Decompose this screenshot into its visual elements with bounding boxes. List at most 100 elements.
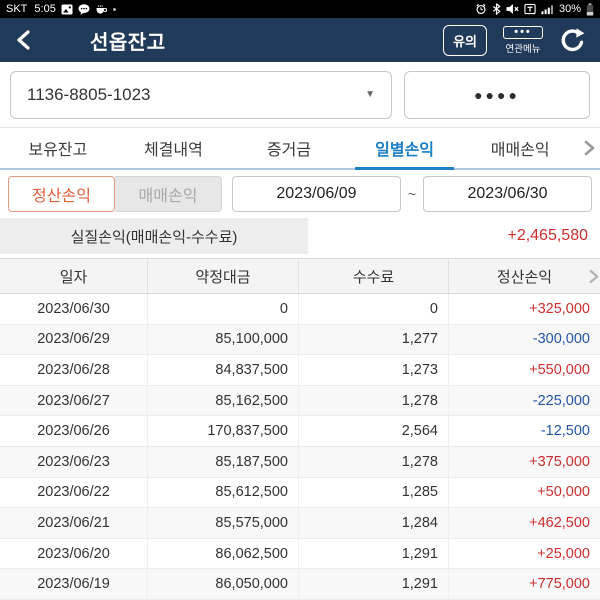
columns-more-button[interactable] (588, 259, 599, 293)
col-header-amount: 약정대금 (147, 259, 298, 293)
related-menu-label: 연관메뉴 (505, 43, 541, 55)
daily-pnl-table: 일자 약정대금 수수료 정산손익 2023/06/30 0 0 +325,000 202… (0, 258, 600, 600)
back-button[interactable] (14, 29, 44, 51)
status-bar: SKT 5:05 (0, 0, 600, 18)
cell-amount: 85,612,500 (147, 477, 298, 508)
range-separator: ~ (407, 186, 417, 202)
cell-fee: 1,278 (298, 446, 448, 477)
cell-date: 2023/06/23 (37, 453, 110, 470)
cell-pnl: -225,000 (448, 385, 600, 416)
refresh-icon (561, 27, 585, 51)
pnl-mode-toggle: 정산손익 매매손익 (8, 176, 222, 212)
tab-2[interactable]: 증거금 (266, 142, 312, 159)
cell-amount: 86,050,000 (147, 569, 298, 599)
cell-fee: 1,277 (298, 324, 448, 355)
table-row[interactable]: 2023/06/30 0 0 +325,000 (0, 294, 600, 325)
ellipsis-icon: ••• (503, 25, 543, 39)
bluetooth-icon (492, 3, 501, 15)
t-roaming-icon (524, 3, 536, 15)
cell-fee: 1,285 (298, 477, 448, 508)
table-row[interactable]: 2023/06/22 85,612,500 1,285 +50,000 (0, 477, 600, 509)
cell-amount: 85,100,000 (147, 324, 298, 355)
mute-icon (506, 3, 519, 15)
cell-pnl: +25,000 (448, 538, 600, 569)
clock-label: 5:05 (34, 3, 56, 15)
tab-1[interactable]: 체결내역 (143, 142, 203, 159)
cell-fee: 1,273 (298, 355, 448, 385)
net-pnl-summary: 실질손익(매매손익-수수료) +2,465,580 (0, 218, 600, 254)
col-header-fee: 수수료 (298, 259, 448, 293)
cell-date: 2023/06/20 (37, 545, 110, 562)
cell-amount: 0 (147, 294, 298, 324)
related-menu-button[interactable]: ••• 연관메뉴 (503, 25, 543, 55)
cell-pnl: +462,500 (448, 508, 600, 538)
cell-pnl: +50,000 (448, 477, 600, 508)
battery-icon (586, 3, 594, 16)
image-notification-icon (61, 4, 73, 15)
chevron-right-icon (584, 140, 595, 156)
date-to-input[interactable]: 2023/06/30 (423, 176, 592, 212)
cell-pnl: -12,500 (448, 416, 600, 446)
cell-date: 2023/06/30 (37, 300, 110, 317)
cell-date: 2023/06/27 (37, 392, 110, 409)
tabs-more-button[interactable] (578, 128, 600, 168)
toggle-trading-pnl[interactable]: 매매손익 (115, 176, 222, 212)
cell-date: 2023/06/28 (37, 361, 110, 378)
account-number: 1136-8805-1023 (27, 84, 151, 104)
cell-pnl: +375,000 (448, 446, 600, 477)
cell-fee: 1,278 (298, 385, 448, 416)
tab-bar: 보유잔고 체결내역 증거금 일별손익 매매손익 (0, 128, 600, 170)
cell-date: 2023/06/26 (37, 423, 110, 440)
net-pnl-label: 실질손익(매매손익-수수료) (0, 218, 308, 254)
table-row[interactable]: 2023/06/20 86,062,500 1,291 +25,000 (0, 538, 600, 570)
chevron-down-icon: ▼ (365, 89, 375, 100)
cell-pnl: +325,000 (448, 294, 600, 324)
table-row[interactable]: 2023/06/28 84,837,500 1,273 +550,000 (0, 355, 600, 386)
cell-amount: 85,187,500 (147, 446, 298, 477)
cell-date: 2023/06/21 (37, 514, 110, 531)
password-field[interactable]: ●●●● (404, 70, 590, 119)
tab-0[interactable]: 보유잔고 (28, 142, 88, 159)
filter-section: 정산손익 매매손익 2023/06/09 ~ 2023/06/30 (0, 170, 600, 218)
table-body: 2023/06/30 0 0 +325,000 2023/06/29 85,100,000… (0, 294, 600, 600)
col-header-date: 일자 (59, 268, 88, 286)
cell-amount: 86,062,500 (147, 538, 298, 569)
cell-date: 2023/06/19 (37, 576, 110, 593)
table-row[interactable]: 2023/06/27 85,162,500 1,278 -225,000 (0, 385, 600, 417)
cell-fee: 1,291 (298, 569, 448, 599)
chevron-right-icon (589, 269, 599, 283)
cell-amount: 85,575,000 (147, 508, 298, 538)
col-header-pnl: 정산손익 (448, 259, 600, 293)
app-header: 선옵잔고 유의 ••• 연관메뉴 (0, 18, 600, 62)
signal-icon (541, 4, 554, 15)
date-from-input[interactable]: 2023/06/09 (232, 176, 401, 212)
cell-fee: 1,284 (298, 508, 448, 538)
cell-pnl: +550,000 (448, 355, 600, 385)
table-row[interactable]: 2023/06/23 85,187,500 1,278 +375,000 (0, 446, 600, 478)
caution-button[interactable]: 유의 (443, 24, 487, 56)
table-row[interactable]: 2023/06/29 85,100,000 1,277 -300,000 (0, 324, 600, 356)
cell-pnl: -300,000 (448, 324, 600, 355)
toggle-settlement-pnl[interactable]: 정산손익 (8, 176, 115, 212)
alarm-icon (475, 3, 487, 15)
more-notifications-dot (112, 7, 117, 12)
net-pnl-value: +2,465,580 (507, 227, 588, 244)
coffee-notification-icon (95, 4, 107, 15)
tab-4[interactable]: 매매손익 (490, 142, 550, 159)
cell-date: 2023/06/22 (37, 484, 110, 501)
tab-3[interactable]: 일별손익 (347, 128, 463, 170)
refresh-button[interactable] (559, 27, 586, 54)
table-row[interactable]: 2023/06/19 86,050,000 1,291 +775,000 (0, 569, 600, 600)
account-dropdown[interactable]: 1136-8805-1023 ▼ (10, 70, 392, 119)
carrier-label: SKT (6, 3, 28, 15)
account-section: 1136-8805-1023 ▼ ●●●● (0, 62, 600, 128)
cell-fee: 0 (298, 294, 448, 324)
cell-amount: 170,837,500 (147, 416, 298, 446)
table-row[interactable]: 2023/06/26 170,837,500 2,564 -12,500 (0, 416, 600, 447)
table-row[interactable]: 2023/06/21 85,575,000 1,284 +462,500 (0, 508, 600, 539)
chat-notification-icon (78, 3, 90, 15)
cell-amount: 84,837,500 (147, 355, 298, 385)
page-title: 선옵잔고 (90, 31, 166, 54)
cell-fee: 2,564 (298, 416, 448, 446)
